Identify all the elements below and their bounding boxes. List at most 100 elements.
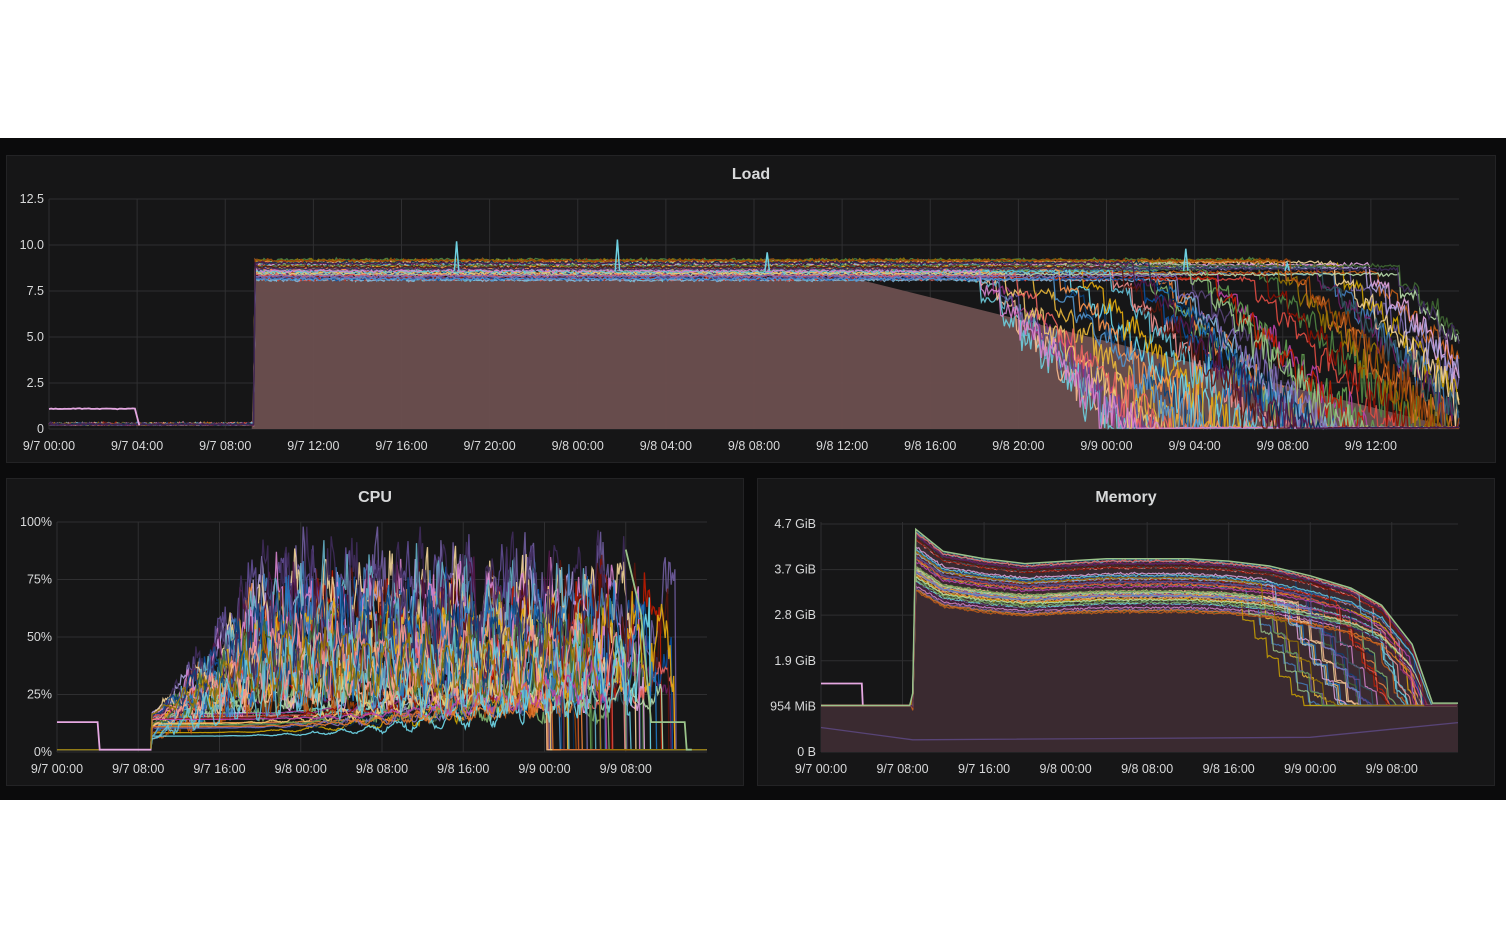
memory-series-line <box>820 721 1459 741</box>
memory-series-line <box>821 560 1457 707</box>
cpu-series-line <box>624 549 692 751</box>
memory-series-line <box>821 581 1457 709</box>
x-tick-label: 9/7 20:00 <box>464 439 516 453</box>
x-tick-label: 9/7 08:00 <box>199 439 251 453</box>
x-tick-label: 9/9 04:00 <box>1169 439 1221 453</box>
x-tick-label: 9/8 16:00 <box>1203 762 1255 776</box>
cpu-series-line <box>57 677 707 751</box>
x-tick-label: 9/8 00:00 <box>275 762 327 776</box>
x-tick-label: 9/9 00:00 <box>1284 762 1336 776</box>
cpu-series-line <box>57 614 707 751</box>
x-tick-label: 9/9 12:00 <box>1345 439 1397 453</box>
load-series-line <box>48 272 1460 431</box>
x-tick-label: 9/7 16:00 <box>375 439 427 453</box>
memory-series-line <box>821 553 1457 707</box>
memory-series-line <box>821 577 1457 708</box>
memory-series-line <box>821 584 1457 709</box>
memory-series <box>820 527 1459 741</box>
memory-series-line <box>821 576 1457 707</box>
memory-series-line <box>821 570 1457 707</box>
panel-title[interactable]: Memory <box>1095 489 1157 506</box>
cpu-chart[interactable]: 0% 25% 50% 75% 100% 9/7 00:00 9/7 08:00 9/7 16:… <box>7 479 745 787</box>
x-tick-label: 9/7 16:00 <box>958 762 1010 776</box>
cpu-series-line <box>57 721 152 751</box>
memory-series-line <box>821 535 1457 707</box>
x-tick-label: 9/8 00:00 <box>552 439 604 453</box>
memory-chart[interactable]: 0 B 954 MiB 1.9 GiB 2.8 GiB 3.7 GiB 4.7 GiB 9/… <box>758 479 1496 787</box>
x-tick-label: 9/7 00:00 <box>795 762 847 776</box>
x-tick-label: 9/9 08:00 <box>600 762 652 776</box>
dashboard: Load 0 2.5 5.0 7.5 10.0 12.5 9/7 00:00 9/7 04:0… <box>0 138 1506 800</box>
cpu-series-line <box>57 558 707 751</box>
y-tick-label: 4.7 GiB <box>774 517 816 531</box>
load-series-line <box>48 259 1460 431</box>
memory-series-line <box>821 546 1457 707</box>
x-tick-label: 9/8 08:00 <box>1121 762 1173 776</box>
x-tick-label: 9/7 00:00 <box>31 762 83 776</box>
x-tick-label: 9/7 00:00 <box>23 439 75 453</box>
x-tick-label: 9/8 16:00 <box>904 439 956 453</box>
memory-envelope-line <box>821 527 1458 707</box>
x-tick-label: 9/8 04:00 <box>640 439 692 453</box>
y-tick-label: 0 B <box>797 745 816 759</box>
cpu-series-line <box>57 612 707 751</box>
x-tick-label: 9/8 08:00 <box>728 439 780 453</box>
cpu-series-line <box>57 526 707 751</box>
y-tick-label: 2.5 <box>27 376 44 390</box>
y-tick-label: 954 MiB <box>770 699 816 713</box>
x-tick-label: 9/9 00:00 <box>1080 439 1132 453</box>
memory-panel[interactable]: Memory 0 B 954 MiB 1.9 GiB 2.8 GiB 3.7 GiB 4.… <box>757 478 1495 786</box>
x-tick-label: 9/8 08:00 <box>356 762 408 776</box>
panel-title[interactable]: Load <box>731 166 771 183</box>
load-series-line <box>48 267 1460 429</box>
load-chart[interactable]: 0 2.5 5.0 7.5 10.0 12.5 9/7 00:00 9/7 04:00 9/7 … <box>7 156 1497 464</box>
cpu-series <box>57 526 707 751</box>
load-spike <box>1182 248 1189 271</box>
load-series-line <box>48 262 1460 427</box>
y-tick-label: 10.0 <box>20 238 44 252</box>
y-tick-label: 3.7 GiB <box>774 563 816 577</box>
y-tick-label: 7.5 <box>27 284 44 298</box>
memory-series-line <box>821 558 1457 707</box>
load-panel[interactable]: Load 0 2.5 5.0 7.5 10.0 12.5 9/7 00:00 9/7 04:0… <box>6 155 1496 463</box>
y-tick-label: 0 <box>37 422 44 436</box>
load-series-line <box>48 265 1460 427</box>
load-series-line <box>48 259 1460 429</box>
memory-series-line <box>821 550 1457 707</box>
memory-series-line <box>821 682 864 706</box>
x-tick-label: 9/9 08:00 <box>1366 762 1418 776</box>
cpu-series-line <box>57 627 707 751</box>
load-spike <box>1284 260 1291 272</box>
x-tick-label: 9/7 08:00 <box>112 762 164 776</box>
load-area <box>49 278 1459 429</box>
load-spike <box>453 241 460 271</box>
x-tick-label: 9/8 20:00 <box>992 439 1044 453</box>
load-series <box>48 239 1460 431</box>
x-tick-label: 9/7 12:00 <box>287 439 339 453</box>
memory-series-line <box>821 550 1457 707</box>
x-tick-label: 9/8 16:00 <box>437 762 489 776</box>
y-tick-label: 5.0 <box>27 330 44 344</box>
y-tick-label: 75% <box>27 573 52 587</box>
load-series-line <box>48 407 141 426</box>
load-spike <box>614 239 621 271</box>
y-tick-label: 0% <box>34 745 52 759</box>
cpu-panel[interactable]: CPU 0% 25% 50% 75% 100% 9/7 00:00 9/7 08:00 9/7… <box>6 478 744 786</box>
y-tick-label: 1.9 GiB <box>774 654 816 668</box>
x-tick-label: 9/9 08:00 <box>1257 439 1309 453</box>
y-tick-label: 2.8 GiB <box>774 608 816 622</box>
memory-series-line <box>821 530 1457 707</box>
y-tick-label: 25% <box>27 688 52 702</box>
memory-series-line <box>821 531 1457 707</box>
y-tick-label: 50% <box>27 630 52 644</box>
grid: 0% 25% 50% 75% 100% 9/7 00:00 9/7 08:00 9/7 16:… <box>20 515 707 776</box>
x-tick-label: 9/7 16:00 <box>193 762 245 776</box>
memory-series-line <box>821 590 1457 711</box>
x-tick-label: 9/8 12:00 <box>816 439 868 453</box>
y-tick-label: 12.5 <box>20 192 44 206</box>
x-tick-label: 9/7 04:00 <box>111 439 163 453</box>
x-tick-label: 9/9 00:00 <box>518 762 570 776</box>
x-tick-label: 9/8 00:00 <box>1040 762 1092 776</box>
memory-series-line <box>821 537 1457 707</box>
panel-title[interactable]: CPU <box>358 489 392 506</box>
